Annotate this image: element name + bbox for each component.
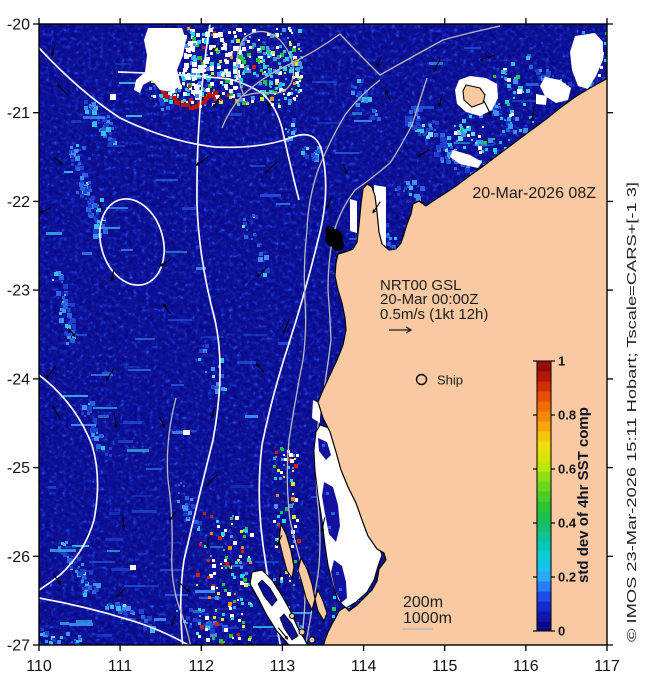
svg-text:113: 113	[270, 658, 296, 675]
svg-text:20-Mar-2026 08Z: 20-Mar-2026 08Z	[472, 185, 596, 202]
svg-text:std dev of 4hr SST comp: std dev of 4hr SST comp	[575, 407, 592, 583]
svg-text:117: 117	[594, 658, 620, 675]
svg-text:-24: -24	[7, 371, 30, 388]
svg-text:© IMOS 23-Mar-2026 15:11 Hobar: © IMOS 23-Mar-2026 15:11 Hobart; Tscale=…	[624, 182, 639, 642]
svg-text:115: 115	[432, 658, 458, 675]
svg-text:NRT00 GSL: NRT00 GSL	[380, 277, 461, 294]
svg-text:0.8: 0.8	[558, 408, 576, 423]
svg-text:-25: -25	[7, 460, 30, 477]
svg-text:-20: -20	[7, 17, 30, 34]
svg-text:116: 116	[513, 658, 539, 675]
svg-text:-26: -26	[7, 549, 30, 566]
svg-text:112: 112	[189, 658, 215, 675]
svg-text:-23: -23	[7, 283, 30, 300]
svg-text:0.4: 0.4	[558, 516, 577, 531]
svg-text:111: 111	[108, 658, 132, 675]
svg-text:0.5m/s (1kt 12h): 0.5m/s (1kt 12h)	[380, 306, 488, 323]
svg-text:-22: -22	[7, 194, 30, 211]
svg-text:1: 1	[558, 354, 565, 369]
svg-text:110: 110	[26, 658, 52, 675]
svg-text:0.2: 0.2	[558, 570, 576, 585]
svg-text:200m: 200m	[403, 594, 443, 611]
svg-text:-27: -27	[7, 638, 30, 655]
svg-text:Ship: Ship	[437, 373, 463, 388]
svg-text:0.6: 0.6	[558, 462, 576, 477]
svg-text:-21: -21	[7, 105, 30, 122]
svg-text:20-Mar 00:00Z: 20-Mar 00:00Z	[380, 291, 478, 308]
svg-text:114: 114	[351, 658, 377, 675]
svg-text:0: 0	[558, 624, 565, 639]
svg-text:1000m: 1000m	[403, 610, 452, 627]
